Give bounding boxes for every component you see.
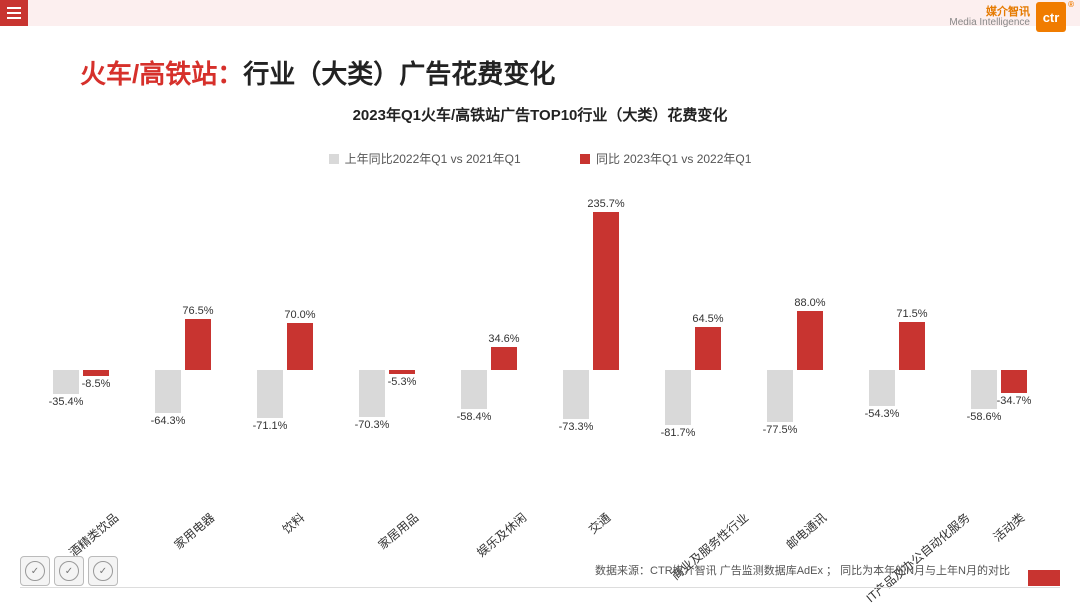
bar-label: 34.6% [474,333,534,345]
bar-label: 70.0% [270,309,330,321]
bar-red [797,311,823,370]
legend-swatch-1 [329,154,339,164]
brand-name-en: Media Intelligence [949,18,1030,28]
bar-label: 76.5% [168,305,228,317]
bar-label: -77.5% [750,424,810,436]
bar-red [185,319,211,370]
bar-label: -54.3% [852,408,912,420]
bar-label: 71.5% [882,308,942,320]
bar-grey [869,370,895,406]
category-label: IT产品及办公自动化服务 [862,509,973,606]
bar-label: 88.0% [780,297,840,309]
bar-grey [461,370,487,409]
chart-group: -70.3%-5.3%家居用品 [336,190,438,470]
category-label: 邮电通讯 [782,509,830,553]
menu-icon[interactable] [0,0,28,26]
chart-group: -58.4%34.6%娱乐及休闲 [438,190,540,470]
bar-red [1001,370,1027,393]
category-label: 家居用品 [374,509,422,553]
bar-red [287,323,313,370]
bar-label: -70.3% [342,419,402,431]
footer-accent [1028,570,1060,586]
cert-badges [20,556,118,586]
cert-badge [54,556,84,586]
bar-label: -34.7% [984,395,1044,407]
bar-label: 64.5% [678,313,738,325]
bar-label: -35.4% [36,396,96,408]
category-label: 交通 [585,509,614,537]
bar-red [899,322,925,370]
bar-label: -58.6% [954,411,1014,423]
bar-red [83,370,109,376]
bar-label: -73.3% [546,421,606,433]
bar-chart: -35.4%-8.5%酒精类饮品-64.3%76.5%家用电器-71.1%70.… [30,190,1050,470]
legend-item-2: 同比 2023年Q1 vs 2022年Q1 [580,150,751,167]
bar-grey [257,370,283,418]
brand-block: 媒介智讯 Media Intelligence ctr ® [949,2,1066,32]
bar-red [491,347,517,370]
bar-grey [665,370,691,425]
legend: 上年同比2022年Q1 vs 2021年Q1 同比 2023年Q1 vs 202… [0,150,1080,167]
category-label: 家用电器 [170,509,218,553]
bar-red [593,212,619,370]
chart-group: -81.7%64.5%商业及服务性行业 [642,190,744,470]
top-bar [0,0,1080,26]
legend-label-1: 上年同比2022年Q1 vs 2021年Q1 [345,150,521,167]
bar-red [389,370,415,374]
chart-group: -64.3%76.5%家用电器 [132,190,234,470]
cert-badge [20,556,50,586]
chart-title: 2023年Q1火车/高铁站广告TOP10行业（大类）花费变化 [0,104,1080,125]
bar-label: -71.1% [240,420,300,432]
bar-label: -64.3% [138,415,198,427]
bar-label: -8.5% [66,378,126,390]
bar-grey [767,370,793,422]
bar-label: -58.4% [444,411,504,423]
brand-logo: ctr ® [1036,2,1066,32]
title-main: 行业（大类）广告花费变化 [243,59,555,89]
page-title: 火车/高铁站：行业（大类）广告花费变化 [80,54,555,91]
legend-label-2: 同比 2023年Q1 vs 2022年Q1 [596,150,751,167]
bar-label: -5.3% [372,376,432,388]
category-label: 娱乐及休闲 [473,509,530,561]
footer-note: 数据来源：CTR媒介智讯 广告监测数据库AdEx ； 同比为本年的N月与上年N月… [595,562,1010,578]
category-label: 活动类 [989,509,1028,545]
bar-label: 235.7% [576,198,636,210]
chart-group: -54.3%71.5%IT产品及办公自动化服务 [846,190,948,470]
brand-name-cn: 媒介智讯 [949,7,1030,18]
bar-red [695,327,721,370]
bar-grey [563,370,589,419]
chart-group: -77.5%88.0%邮电通讯 [744,190,846,470]
chart-group: -73.3%235.7%交通 [540,190,642,470]
chart-group: -58.6%-34.7%活动类 [948,190,1050,470]
bar-grey [155,370,181,413]
title-highlight: 火车/高铁站： [80,59,243,89]
category-label: 饮料 [279,509,308,537]
chart-group: -35.4%-8.5%酒精类饮品 [30,190,132,470]
slide: { "brand": { "cn": "媒介智讯", "en": "Media … [0,0,1080,608]
category-label: 酒精类饮品 [65,509,122,561]
footer-divider [20,587,1060,588]
cert-badge [88,556,118,586]
legend-item-1: 上年同比2022年Q1 vs 2021年Q1 [329,150,521,167]
bar-label: -81.7% [648,427,708,439]
legend-swatch-2 [580,154,590,164]
chart-group: -71.1%70.0%饮料 [234,190,336,470]
